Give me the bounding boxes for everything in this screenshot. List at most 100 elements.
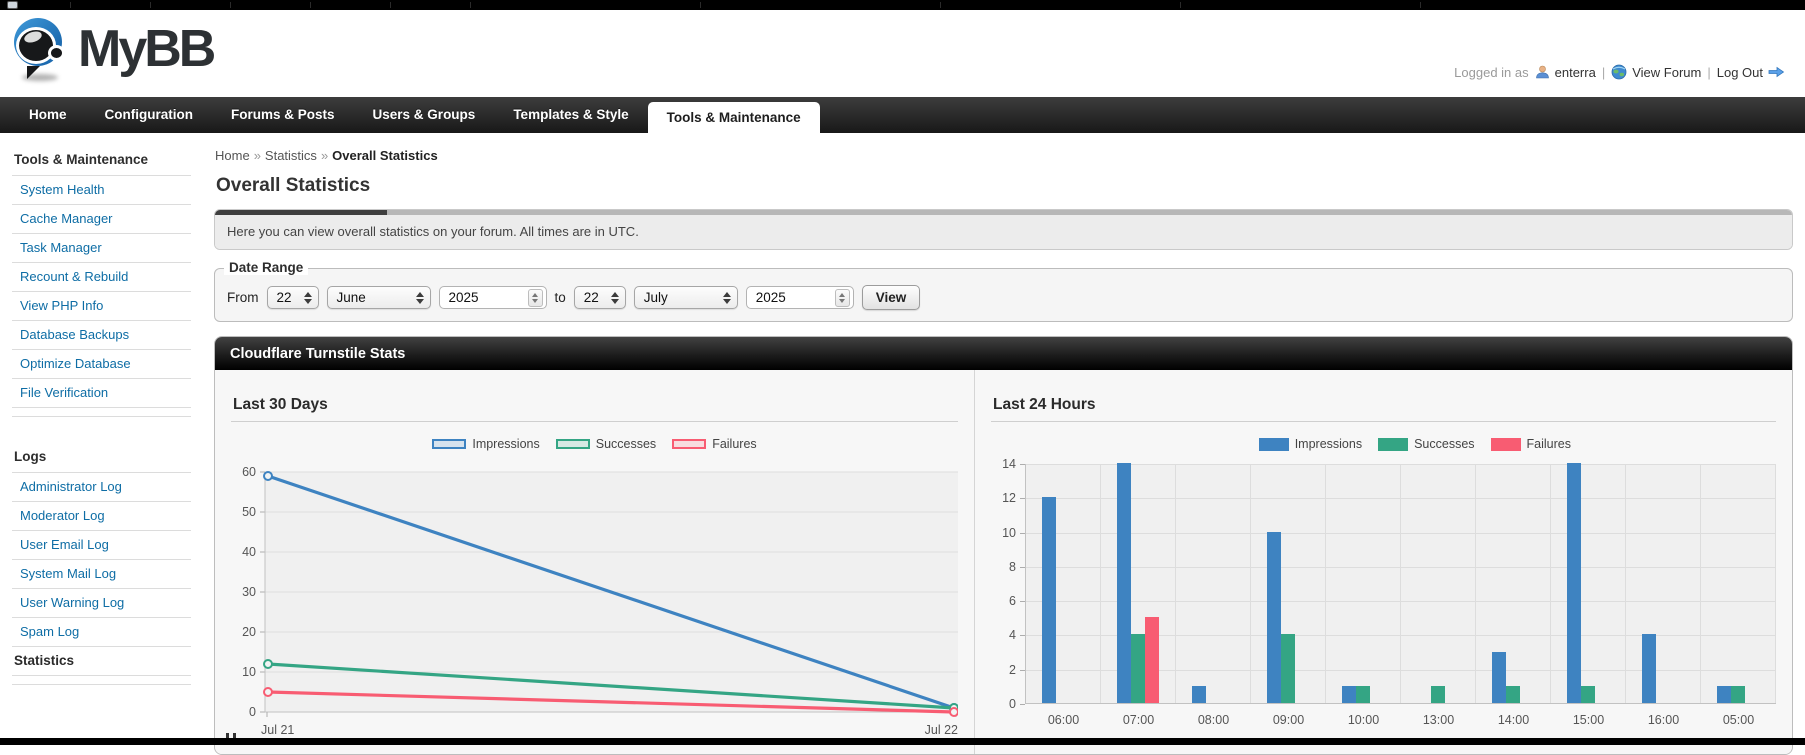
sidebar-item-cache-manager[interactable]: Cache Manager (12, 205, 191, 234)
breadcrumb: Home»Statistics»Overall Statistics (215, 148, 1793, 163)
log-out-link[interactable]: Log Out (1717, 65, 1785, 80)
bar-impressions-1500 (1567, 463, 1581, 703)
svg-text:60: 60 (242, 465, 256, 479)
svg-text:0: 0 (249, 705, 256, 719)
svg-text:10: 10 (242, 665, 256, 679)
sidebar-section-tools-maintenance: Tools & MaintenanceSystem HealthCache Ma… (12, 147, 201, 417)
bar-impressions-1400 (1492, 652, 1506, 703)
bar-impressions-0700 (1117, 463, 1131, 703)
to-day-select[interactable]: 22 (574, 286, 626, 309)
title-rule (215, 210, 1792, 215)
bar-group-0700 (1101, 464, 1176, 703)
legend-label: Impressions (472, 437, 539, 451)
breadcrumb-link-home[interactable]: Home (215, 148, 250, 163)
nav-tab-configuration[interactable]: Configuration (86, 97, 212, 133)
view-button[interactable]: View (862, 285, 921, 310)
mybb-logo[interactable]: MyBB (12, 18, 213, 97)
breadcrumb-separator: » (254, 148, 261, 163)
nav-tab-users-groups[interactable]: Users & Groups (354, 97, 495, 133)
to-month-select[interactable]: July (634, 286, 738, 309)
nav-tab-forums-posts[interactable]: Forums & Posts (212, 97, 354, 133)
tab-separator (700, 2, 701, 8)
sidebar-item-task-manager[interactable]: Task Manager (12, 234, 191, 263)
bar-group-0500 (1701, 464, 1776, 703)
bottom-bar (0, 738, 1805, 745)
bar-chart-ytick-14: 14 (1002, 457, 1016, 471)
bar-chart-ytick-2: 2 (1009, 663, 1016, 677)
legend-item-failures[interactable]: Failures (672, 437, 756, 451)
page-description-box: Here you can view overall statistics on … (214, 209, 1793, 250)
sidebar-item-database-backups[interactable]: Database Backups (12, 321, 191, 350)
to-year-input[interactable]: 2025 (746, 286, 854, 309)
legend-label: Failures (712, 437, 756, 451)
logged-in-as-label: Logged in as (1454, 65, 1528, 80)
bar-impressions-0500 (1717, 686, 1731, 703)
sidebar-item-user-warning-log[interactable]: User Warning Log (12, 589, 191, 618)
sidebar-item-spam-log[interactable]: Spam Log (12, 618, 191, 647)
bar-group-1400 (1476, 464, 1551, 703)
svg-text:Jul 22: Jul 22 (925, 723, 958, 737)
bar-chart-ytick-10: 10 (1002, 526, 1016, 540)
sidebar-item-optimize-database[interactable]: Optimize Database (12, 350, 191, 379)
sidebar-item-user-email-log[interactable]: User Email Log (12, 531, 191, 560)
bar-chart-xtick-0800: 08:00 (1176, 713, 1251, 727)
legend-item-impressions[interactable]: Impressions (432, 437, 539, 451)
logged-in-user-link[interactable]: enterra (1535, 65, 1596, 80)
legend-item-successes[interactable]: Successes (556, 437, 656, 451)
bar-successes-1000 (1356, 686, 1370, 703)
select-arrows-icon (304, 292, 312, 304)
sidebar-item-recount-rebuild[interactable]: Recount & Rebuild (12, 263, 191, 292)
from-day-select[interactable]: 22 (267, 286, 319, 309)
svg-text:50: 50 (242, 505, 256, 519)
from-month-select[interactable]: June (327, 286, 431, 309)
sidebar-section-logs: LogsAdministrator LogModerator LogUser E… (12, 444, 201, 685)
bar-chart-xtick-1600: 16:00 (1626, 713, 1701, 727)
bar-successes-1500 (1581, 686, 1595, 703)
user-icon (1535, 65, 1550, 79)
to-label: to (555, 290, 566, 305)
bar-group-1600 (1626, 464, 1701, 703)
sidebar-item-administrator-log[interactable]: Administrator Log (12, 473, 191, 502)
sidebar-section-title-tools-maintenance: Tools & Maintenance (12, 147, 191, 176)
legend-label: Successes (1414, 437, 1474, 451)
spinner-icon (528, 289, 543, 307)
globe-icon (1611, 64, 1627, 80)
tab-separator (70, 2, 71, 8)
legend-item-impressions[interactable]: Impressions (1259, 437, 1362, 451)
bar-chart-xtick-1300: 13:00 (1401, 713, 1476, 727)
sidebar-item-system-health[interactable]: System Health (12, 176, 191, 205)
tab-separator (230, 2, 231, 8)
from-year-input[interactable]: 2025 (439, 286, 547, 309)
sidebar-item-moderator-log[interactable]: Moderator Log (12, 502, 191, 531)
bar-group-1500 (1551, 464, 1626, 703)
bar-group-1000 (1326, 464, 1401, 703)
tab-separator (390, 2, 391, 8)
bar-impressions-0600 (1042, 497, 1056, 703)
sidebar-item-view-php-info[interactable]: View PHP Info (12, 292, 191, 321)
legend-item-failures[interactable]: Failures (1491, 437, 1571, 451)
nav-tab-home[interactable]: Home (10, 97, 86, 133)
bar-successes-0500 (1731, 686, 1745, 703)
sidebar-item-statistics[interactable]: Statistics (12, 647, 191, 676)
legend-swatch-failures (672, 439, 706, 449)
bar-chart-plot: 02468101214 (991, 464, 1776, 705)
sidebar-item-file-verification[interactable]: File Verification (12, 379, 191, 408)
nav-tab-templates-style[interactable]: Templates & Style (494, 97, 647, 133)
page-description: Here you can view overall statistics on … (215, 215, 1792, 249)
date-range-controls: From22June2025to22July2025View (227, 285, 1780, 310)
breadcrumb-link-statistics[interactable]: Statistics (265, 148, 317, 163)
from-month-select-value: June (337, 290, 366, 305)
legend-label: Successes (596, 437, 656, 451)
sidebar-item-system-mail-log[interactable]: System Mail Log (12, 560, 191, 589)
date-range-legend: Date Range (224, 260, 308, 275)
bar-chart-ytick-4: 4 (1009, 628, 1016, 642)
bar-impressions-1000 (1342, 686, 1356, 703)
legend-label: Failures (1527, 437, 1571, 451)
nav-tab-tools-maintenance[interactable]: Tools & Maintenance (648, 102, 820, 133)
legend-swatch-successes (1378, 438, 1408, 451)
view-forum-link[interactable]: View Forum (1611, 64, 1701, 80)
legend-item-successes[interactable]: Successes (1378, 437, 1474, 451)
chart-title-last-30-days: Last 30 Days (231, 396, 958, 422)
bar-chart-ytick-8: 8 (1009, 560, 1016, 574)
content-area: Home»Statistics»Overall Statistics Overa… (201, 133, 1805, 755)
